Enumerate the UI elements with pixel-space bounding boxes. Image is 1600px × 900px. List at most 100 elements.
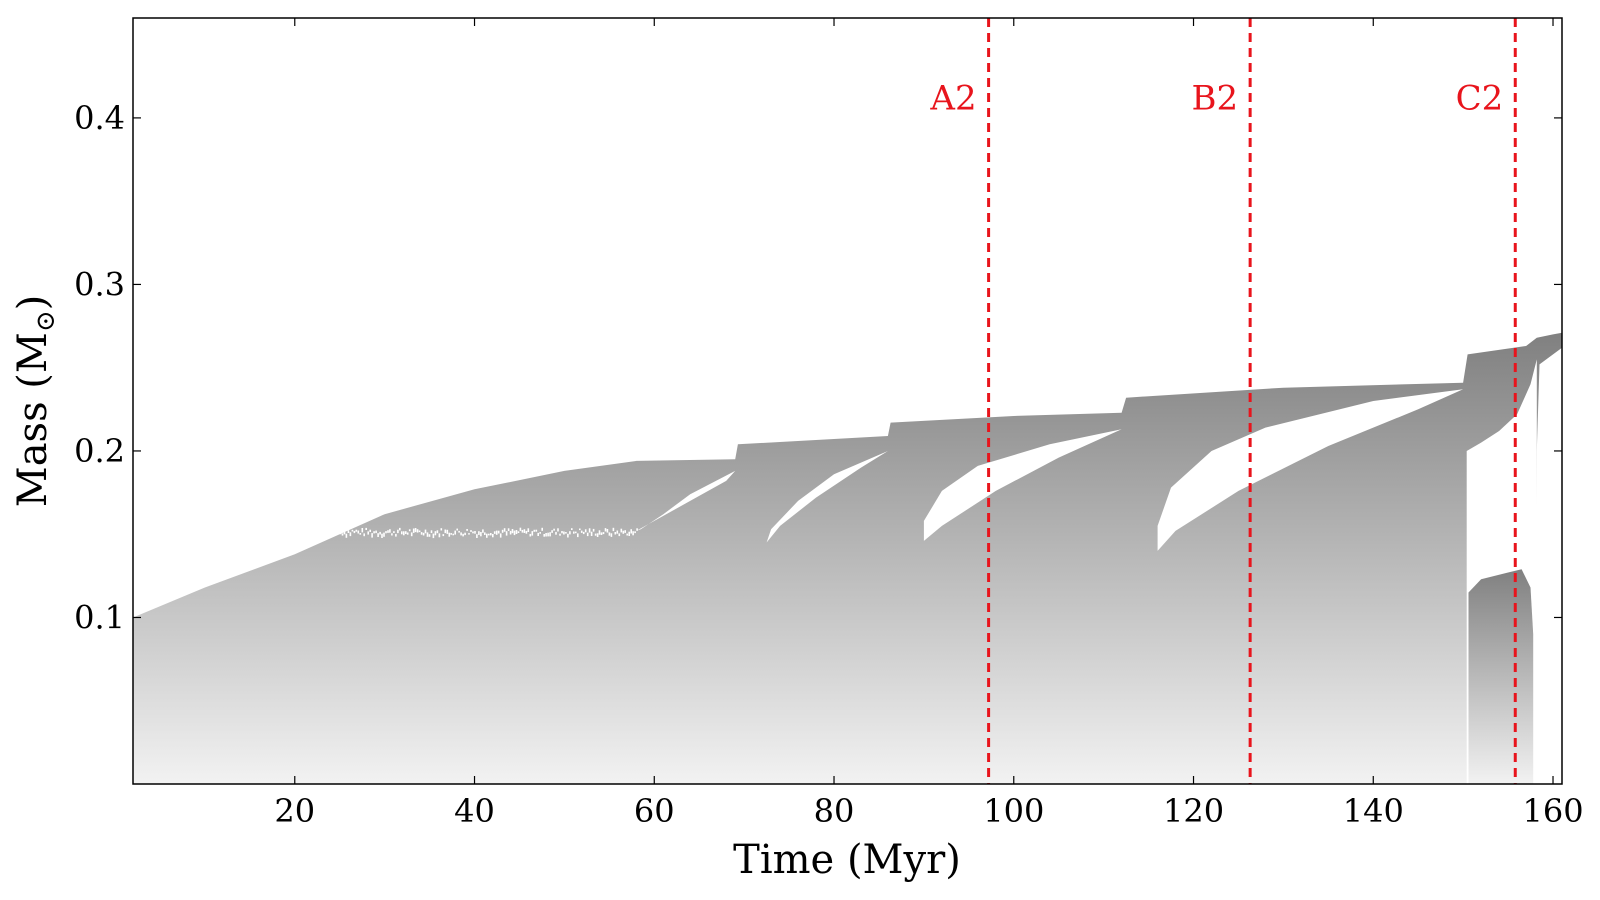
noise-speck [545, 533, 547, 537]
noise-speck [493, 531, 496, 534]
noise-speck [582, 531, 585, 535]
noise-speck [397, 529, 399, 534]
noise-speck [470, 530, 472, 532]
noise-speck [527, 528, 530, 532]
noise-speck [531, 531, 534, 536]
marker-label-c2: C2 [1456, 79, 1504, 119]
noise-speck [505, 531, 508, 536]
noise-speck [571, 528, 573, 530]
noise-speck [408, 529, 411, 532]
noise-speck [339, 531, 342, 535]
noise-speck [363, 533, 365, 537]
noise-speck [503, 528, 506, 532]
noise-speck [440, 528, 443, 531]
noise-speck [442, 534, 445, 537]
noise-speck [349, 532, 352, 537]
noise-speck [359, 533, 362, 535]
noise-speck [460, 532, 462, 536]
noise-speck [616, 530, 619, 534]
plot-area [133, 332, 1562, 784]
noise-speck [529, 533, 532, 537]
noise-speck [369, 529, 371, 532]
noise-speck [410, 532, 413, 537]
noise-speck [450, 533, 452, 535]
noise-speck [535, 529, 538, 532]
noise-speck [452, 533, 454, 536]
noise-speck [626, 533, 628, 536]
noise-strip [339, 527, 638, 539]
noise-speck [547, 532, 549, 537]
noise-speck [347, 530, 350, 533]
noise-speck [586, 532, 589, 537]
ticks-layer: 20 40 60 80 100 120 140 160 0.1 0.2 0.3 0.4 [74, 18, 1584, 830]
noise-speck [430, 530, 433, 534]
noise-speck [569, 531, 571, 535]
x-tick-label: 160 [1522, 792, 1583, 830]
noise-speck [539, 532, 541, 534]
noise-speck [602, 532, 605, 535]
noise-speck [513, 530, 516, 536]
noise-speck [628, 531, 630, 536]
noise-speck [466, 529, 468, 531]
noise-speck [448, 532, 451, 537]
noise-speck [389, 529, 391, 533]
y-tick-label: 0.4 [74, 99, 125, 137]
noise-speck [492, 534, 494, 538]
x-axis-label: Time (Myr) [733, 837, 961, 883]
noise-speck [454, 530, 456, 535]
noise-speck [592, 528, 595, 532]
gap-region-3 [923, 429, 1122, 541]
noise-speck [377, 533, 379, 537]
noise-speck [632, 531, 634, 536]
noise-speck [426, 532, 429, 537]
noise-speck [385, 531, 387, 534]
noise-speck [565, 532, 567, 534]
noise-speck [371, 533, 373, 538]
gap-region-1 [636, 470, 736, 531]
noise-speck [434, 531, 437, 536]
noise-speck [406, 532, 409, 535]
noise-speck [533, 529, 536, 532]
marker-label-a2: A2 [929, 79, 976, 119]
noise-speck [420, 532, 423, 535]
noise-speck [610, 533, 613, 537]
noise-speck [515, 530, 518, 534]
noise-speck [499, 533, 502, 538]
late-mass-blob [1468, 569, 1534, 784]
noise-speck [432, 533, 435, 539]
noise-speck [509, 530, 512, 535]
mass-region [133, 332, 1562, 784]
noise-speck [553, 528, 555, 531]
markers-layer: A2 B2 C2 [929, 18, 1517, 784]
noise-speck [393, 531, 395, 533]
noise-speck [551, 530, 553, 533]
y-axis-label-sub: ⊙ [31, 310, 61, 332]
noise-speck [414, 528, 417, 533]
noise-speck [412, 528, 415, 533]
noise-speck [416, 529, 419, 533]
noise-speck [584, 529, 587, 533]
noise-speck [600, 532, 603, 535]
noise-speck [521, 529, 524, 533]
noise-speck [573, 531, 575, 534]
noise-speck [345, 533, 348, 538]
noise-speck [580, 530, 583, 533]
noise-speck [343, 531, 346, 535]
noise-speck [381, 533, 383, 538]
noise-speck [598, 530, 601, 535]
noise-speck [488, 533, 490, 536]
x-tick-label: 100 [983, 792, 1044, 830]
noise-speck [484, 532, 486, 535]
y-tick-label: 0.2 [74, 432, 125, 470]
noise-speck [403, 531, 405, 536]
noise-speck [549, 532, 551, 537]
noise-speck [391, 533, 393, 536]
noise-speck [620, 528, 623, 533]
noise-speck [424, 529, 427, 534]
noise-speck [387, 530, 389, 533]
y-tick-label: 0.1 [74, 598, 125, 636]
noise-speck [464, 532, 466, 536]
noise-speck [634, 531, 636, 534]
noise-speck [375, 530, 377, 534]
y-axis-label: Mass (M⊙) [10, 295, 61, 508]
